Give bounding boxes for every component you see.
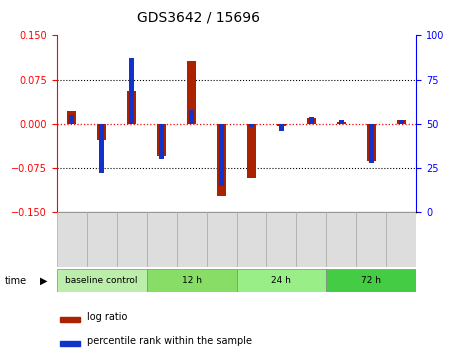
- Bar: [399, 120, 404, 124]
- Bar: [207, 212, 236, 267]
- Bar: [339, 120, 344, 124]
- Bar: [277, 124, 286, 126]
- Bar: [57, 212, 87, 267]
- Text: percentile rank within the sample: percentile rank within the sample: [88, 336, 252, 346]
- Bar: [69, 115, 74, 124]
- Bar: [307, 118, 316, 124]
- Bar: [147, 269, 236, 292]
- Bar: [147, 212, 176, 267]
- Bar: [61, 341, 80, 346]
- Bar: [337, 121, 346, 124]
- Bar: [236, 212, 266, 267]
- Bar: [189, 110, 194, 124]
- Bar: [87, 212, 117, 267]
- Bar: [397, 120, 406, 124]
- Text: baseline control: baseline control: [65, 276, 138, 285]
- Text: 24 h: 24 h: [272, 276, 291, 285]
- Bar: [356, 212, 386, 267]
- Bar: [129, 58, 134, 124]
- Bar: [247, 124, 256, 178]
- Bar: [127, 91, 136, 124]
- Bar: [117, 212, 147, 267]
- Bar: [67, 111, 76, 124]
- Bar: [157, 124, 166, 156]
- Bar: [279, 124, 284, 131]
- Bar: [326, 212, 356, 267]
- Text: log ratio: log ratio: [88, 312, 128, 322]
- Bar: [176, 212, 207, 267]
- Text: GDS3642 / 15696: GDS3642 / 15696: [137, 11, 260, 25]
- Bar: [97, 124, 106, 141]
- Bar: [236, 269, 326, 292]
- Bar: [309, 117, 314, 124]
- Bar: [297, 212, 326, 267]
- Bar: [219, 124, 224, 186]
- Bar: [99, 124, 105, 173]
- Bar: [217, 124, 226, 196]
- Bar: [368, 124, 374, 163]
- Text: time: time: [5, 276, 27, 286]
- Bar: [386, 212, 416, 267]
- Text: 72 h: 72 h: [361, 276, 381, 285]
- Bar: [159, 124, 164, 159]
- Bar: [249, 124, 254, 127]
- Text: ▶: ▶: [40, 276, 48, 286]
- Bar: [61, 317, 80, 322]
- Bar: [187, 61, 196, 124]
- Text: 12 h: 12 h: [182, 276, 201, 285]
- Bar: [57, 269, 147, 292]
- Bar: [326, 269, 416, 292]
- Bar: [266, 212, 297, 267]
- Bar: [367, 124, 376, 161]
